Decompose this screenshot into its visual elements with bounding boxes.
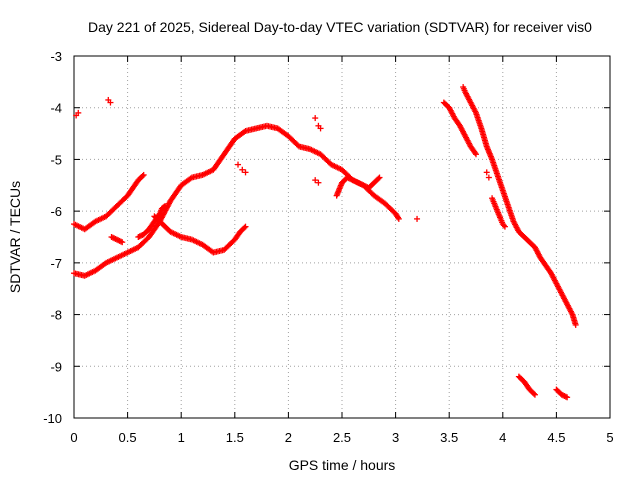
data-point xyxy=(395,215,402,222)
x-tick-label: 1.5 xyxy=(226,430,244,445)
data-point xyxy=(395,214,402,221)
data-point xyxy=(473,151,479,158)
x-tick-label: 4.5 xyxy=(547,430,565,445)
x-tick-label: 2.5 xyxy=(333,430,351,445)
data-point xyxy=(235,161,242,168)
data-point xyxy=(315,179,322,186)
data-point xyxy=(162,202,169,209)
data-point xyxy=(242,223,249,230)
y-tick-label: -7 xyxy=(50,256,62,271)
data-point xyxy=(75,109,82,116)
data-point xyxy=(530,390,537,397)
y-tick-label: -5 xyxy=(50,152,62,167)
data-point xyxy=(241,128,248,135)
data-point xyxy=(485,174,492,181)
x-tick-label: 5 xyxy=(606,430,613,445)
y-axis: -3 -4 -5 -6 -7 -8 -9 -10 xyxy=(43,49,610,426)
x-tick-label: 2 xyxy=(285,430,292,445)
y-tick-label: -4 xyxy=(50,101,62,116)
y-tick-label: -10 xyxy=(43,411,62,426)
data-point xyxy=(572,321,579,328)
data-point xyxy=(239,166,246,173)
data-point xyxy=(531,391,538,398)
data-point xyxy=(187,175,194,182)
x-axis-label: GPS time / hours xyxy=(289,457,396,473)
data-point xyxy=(139,172,146,179)
y-tick-label: -9 xyxy=(50,359,62,374)
data-point xyxy=(376,174,383,181)
data-point xyxy=(483,169,490,176)
y-tick-label: -3 xyxy=(50,49,62,64)
chart-title: Day 221 of 2025, Sidereal Day-to-day VTE… xyxy=(88,19,592,35)
x-tick-label: 3.5 xyxy=(440,430,458,445)
x-tick-label: 0.5 xyxy=(119,430,137,445)
data-point xyxy=(312,115,319,122)
x-tick-label: 3 xyxy=(392,430,399,445)
data-points xyxy=(71,84,579,401)
x-tick-label: 0 xyxy=(70,430,77,445)
data-point xyxy=(107,99,114,106)
data-point xyxy=(242,169,249,176)
x-axis: 0 0.5 1 1.5 2 2.5 3 3.5 4 4.5 5 xyxy=(70,56,614,445)
data-point xyxy=(140,171,147,178)
x-tick-label: 4 xyxy=(499,430,506,445)
x-tick-label: 1 xyxy=(178,430,185,445)
data-point xyxy=(500,222,507,229)
data-point xyxy=(472,149,479,156)
data-point xyxy=(375,175,382,182)
y-axis-label: SDTVAR / TECUs xyxy=(7,181,23,293)
y-tick-label: -6 xyxy=(50,204,62,219)
grid-lines xyxy=(74,56,610,418)
data-point xyxy=(119,239,126,246)
data-point xyxy=(564,394,571,401)
data-point xyxy=(155,212,162,219)
data-point xyxy=(241,224,248,231)
data-point xyxy=(414,215,421,222)
data-point xyxy=(317,125,324,132)
data-point xyxy=(501,223,508,230)
data-point xyxy=(161,203,168,210)
y-tick-label: -8 xyxy=(50,308,62,323)
data-point xyxy=(312,177,319,184)
